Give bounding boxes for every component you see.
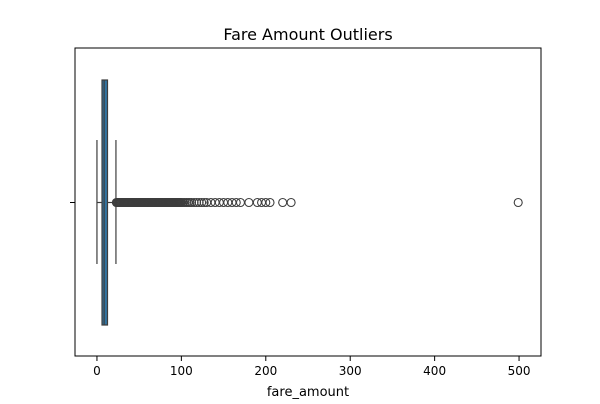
chart-title: Fare Amount Outliers <box>223 25 392 44</box>
x-axis-label: fare_amount <box>267 385 349 400</box>
outlier-point <box>231 197 241 208</box>
outlier-point <box>244 197 254 208</box>
outlier-point <box>286 197 296 208</box>
x-tick-label: 500 <box>508 364 531 378</box>
outlier-point <box>197 197 207 208</box>
outlier-point <box>265 197 275 208</box>
plot-area <box>96 79 523 326</box>
x-axis: 0 100 200 300 400 500 <box>93 356 531 378</box>
outlier-point <box>513 197 523 208</box>
x-tick-label: 100 <box>170 364 193 378</box>
x-tick-label: 400 <box>423 364 446 378</box>
x-tick-label: 200 <box>254 364 277 378</box>
outlier-point <box>199 197 209 208</box>
outlier-point <box>278 197 288 208</box>
outlier-point <box>261 197 271 208</box>
x-tick-label: 0 <box>93 364 101 378</box>
x-tick-label: 300 <box>339 364 362 378</box>
box-iqr <box>101 79 109 326</box>
